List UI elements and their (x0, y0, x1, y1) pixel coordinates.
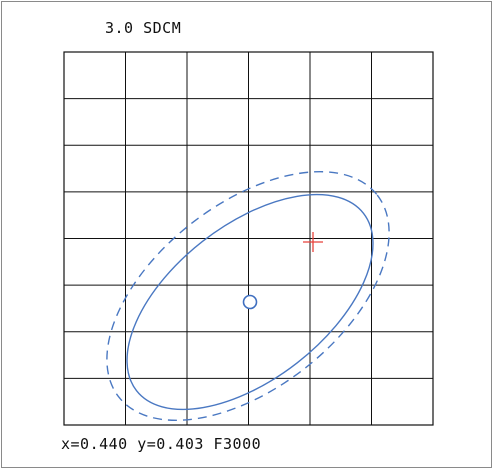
grid (63, 51, 434, 426)
diagram-title: 3.0 SDCM (105, 19, 182, 37)
measured-point-icon (242, 294, 258, 310)
coordinate-readout: x=0.440 y=0.403 F3000 (61, 435, 262, 453)
target-cross-icon (303, 232, 323, 252)
tolerance-ellipse-inner (126, 193, 374, 411)
tolerance-ellipse-outer (106, 171, 390, 421)
diagram-frame (1, 1, 492, 468)
